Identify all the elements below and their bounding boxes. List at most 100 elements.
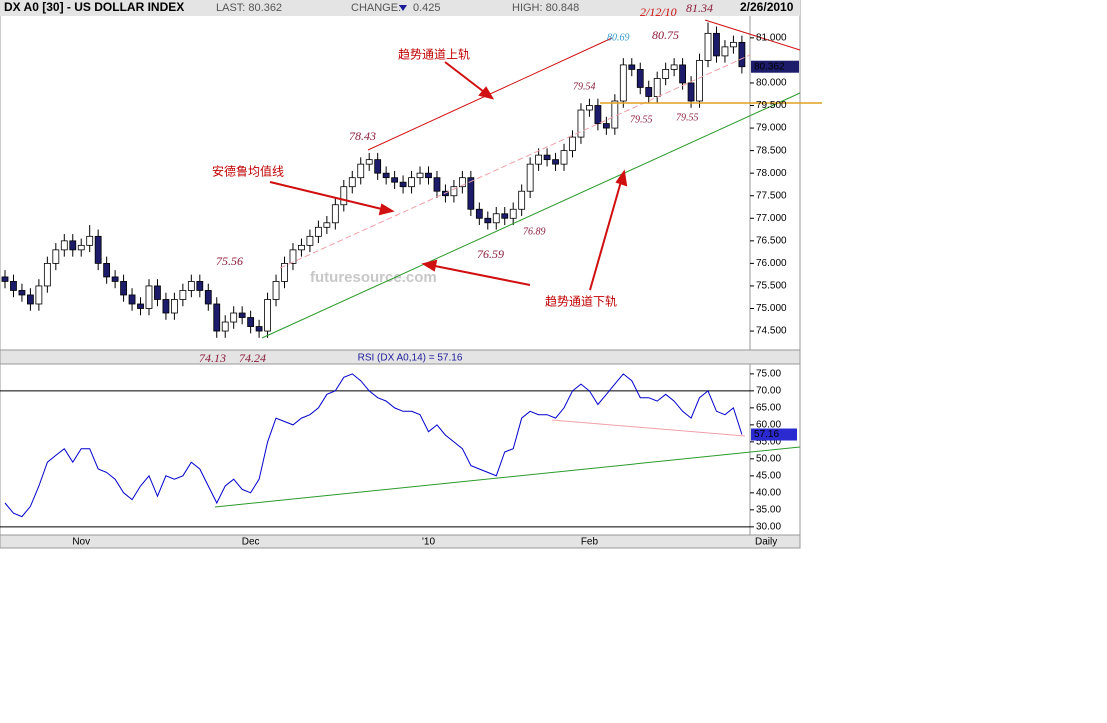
candle-body <box>543 154 551 161</box>
candle-body <box>526 163 534 192</box>
y-tick-label: 74.500 <box>756 326 787 337</box>
candle-body <box>357 163 365 179</box>
y-tick-label: 35.00 <box>756 504 781 515</box>
arrows <box>269 61 628 291</box>
candle-body <box>298 244 305 251</box>
candle-body <box>509 208 517 219</box>
candle-body <box>221 321 229 332</box>
candle-body <box>247 317 255 327</box>
candle-body <box>348 177 356 188</box>
candle-body <box>738 41 746 68</box>
y-tick-label: 50.00 <box>756 453 781 464</box>
candle-body <box>340 186 348 206</box>
candle-body <box>154 285 161 300</box>
candle-body <box>128 294 136 305</box>
candle-body <box>458 177 466 188</box>
annotation: 81.34 <box>686 1 713 15</box>
y-tick-label: 79.000 <box>756 123 787 134</box>
y-tick-label: 40.00 <box>756 487 781 498</box>
candle-body <box>670 64 678 70</box>
candle-body <box>492 213 500 224</box>
candle-body <box>467 177 475 210</box>
median-line <box>279 54 751 269</box>
candle-body <box>35 285 43 305</box>
last-price-box <box>751 60 799 73</box>
candle-body <box>721 46 729 57</box>
candle-body <box>77 244 85 251</box>
candle-body <box>535 154 543 165</box>
annotation: 75.56 <box>216 254 243 268</box>
candle-body <box>679 64 686 84</box>
candle-body <box>10 281 17 291</box>
candle-body <box>391 177 399 183</box>
annotation: 80.69 <box>607 32 630 43</box>
candle-body <box>713 32 720 57</box>
candle-body <box>408 177 415 188</box>
candle-body <box>433 177 441 192</box>
rsi-line <box>4 373 743 518</box>
rsi-divergence <box>551 419 746 437</box>
candle-body <box>569 136 576 152</box>
candle-body <box>475 208 483 219</box>
annotation: 74.24 <box>239 351 266 365</box>
y-tick-label: 70.00 <box>756 385 781 396</box>
candle-body <box>145 285 153 309</box>
rsi-trend <box>214 446 801 508</box>
last-value-label: 57.16 <box>754 429 779 440</box>
candle-body <box>289 249 297 264</box>
candle-body <box>230 312 238 323</box>
candle-body <box>636 69 644 88</box>
candle-body <box>27 294 34 305</box>
candle-body <box>43 262 51 287</box>
y-tick-label: 55.00 <box>756 436 781 447</box>
candle-body <box>60 240 68 251</box>
header-bar <box>0 0 800 16</box>
candle-body <box>628 64 636 70</box>
candle-body <box>577 109 585 138</box>
annotation: 78.43 <box>349 129 376 143</box>
annotation: 80.75 <box>652 28 679 42</box>
watermark: futuresource.com <box>310 269 437 286</box>
y-tick-label: 65.00 <box>756 402 781 413</box>
candle-body <box>162 299 170 314</box>
candle-body <box>264 299 271 332</box>
y-tick-label: 60.00 <box>756 419 781 430</box>
candle-body <box>602 123 610 129</box>
candle-body <box>120 281 127 296</box>
candle-body <box>560 150 568 165</box>
x-tick-label: Feb <box>581 537 599 548</box>
candle-body <box>204 290 212 305</box>
candle-body <box>187 281 195 291</box>
x-tick-label: '10 <box>422 537 435 548</box>
symbol-title: DX A0 [30] - US DOLLAR INDEX <box>4 0 184 14</box>
y-tick-label: 76.000 <box>756 258 787 269</box>
annotation: 79.54 <box>573 81 596 92</box>
candle-body <box>52 249 60 264</box>
annotation: 76.89 <box>523 226 546 237</box>
header-change: CHANGE: <box>351 2 401 14</box>
header-date: 2/26/2010 <box>740 0 794 14</box>
interval-label: Daily <box>755 537 777 548</box>
lower-channel <box>261 92 801 339</box>
frame <box>0 0 801 549</box>
marks <box>0 22 750 528</box>
candle-body <box>111 276 119 282</box>
annotation: 74.13 <box>199 351 226 365</box>
down-arrow <box>399 5 407 11</box>
candle-body <box>86 235 94 246</box>
candle-body <box>170 299 178 314</box>
y-tick-label: 77.000 <box>756 213 787 224</box>
candle-body <box>586 105 593 111</box>
candle-body <box>365 159 373 165</box>
y-tick-label: 80.000 <box>756 78 787 89</box>
candle-body <box>1 276 9 282</box>
x-axis-bar <box>0 534 801 549</box>
y-tick-label: 75.00 <box>756 368 781 379</box>
annotation: 79.55 <box>630 114 653 125</box>
candle-body <box>323 222 331 228</box>
candle-body <box>501 213 509 219</box>
candle-body <box>238 312 246 318</box>
candle-body <box>18 290 26 296</box>
candle-body <box>331 204 339 224</box>
